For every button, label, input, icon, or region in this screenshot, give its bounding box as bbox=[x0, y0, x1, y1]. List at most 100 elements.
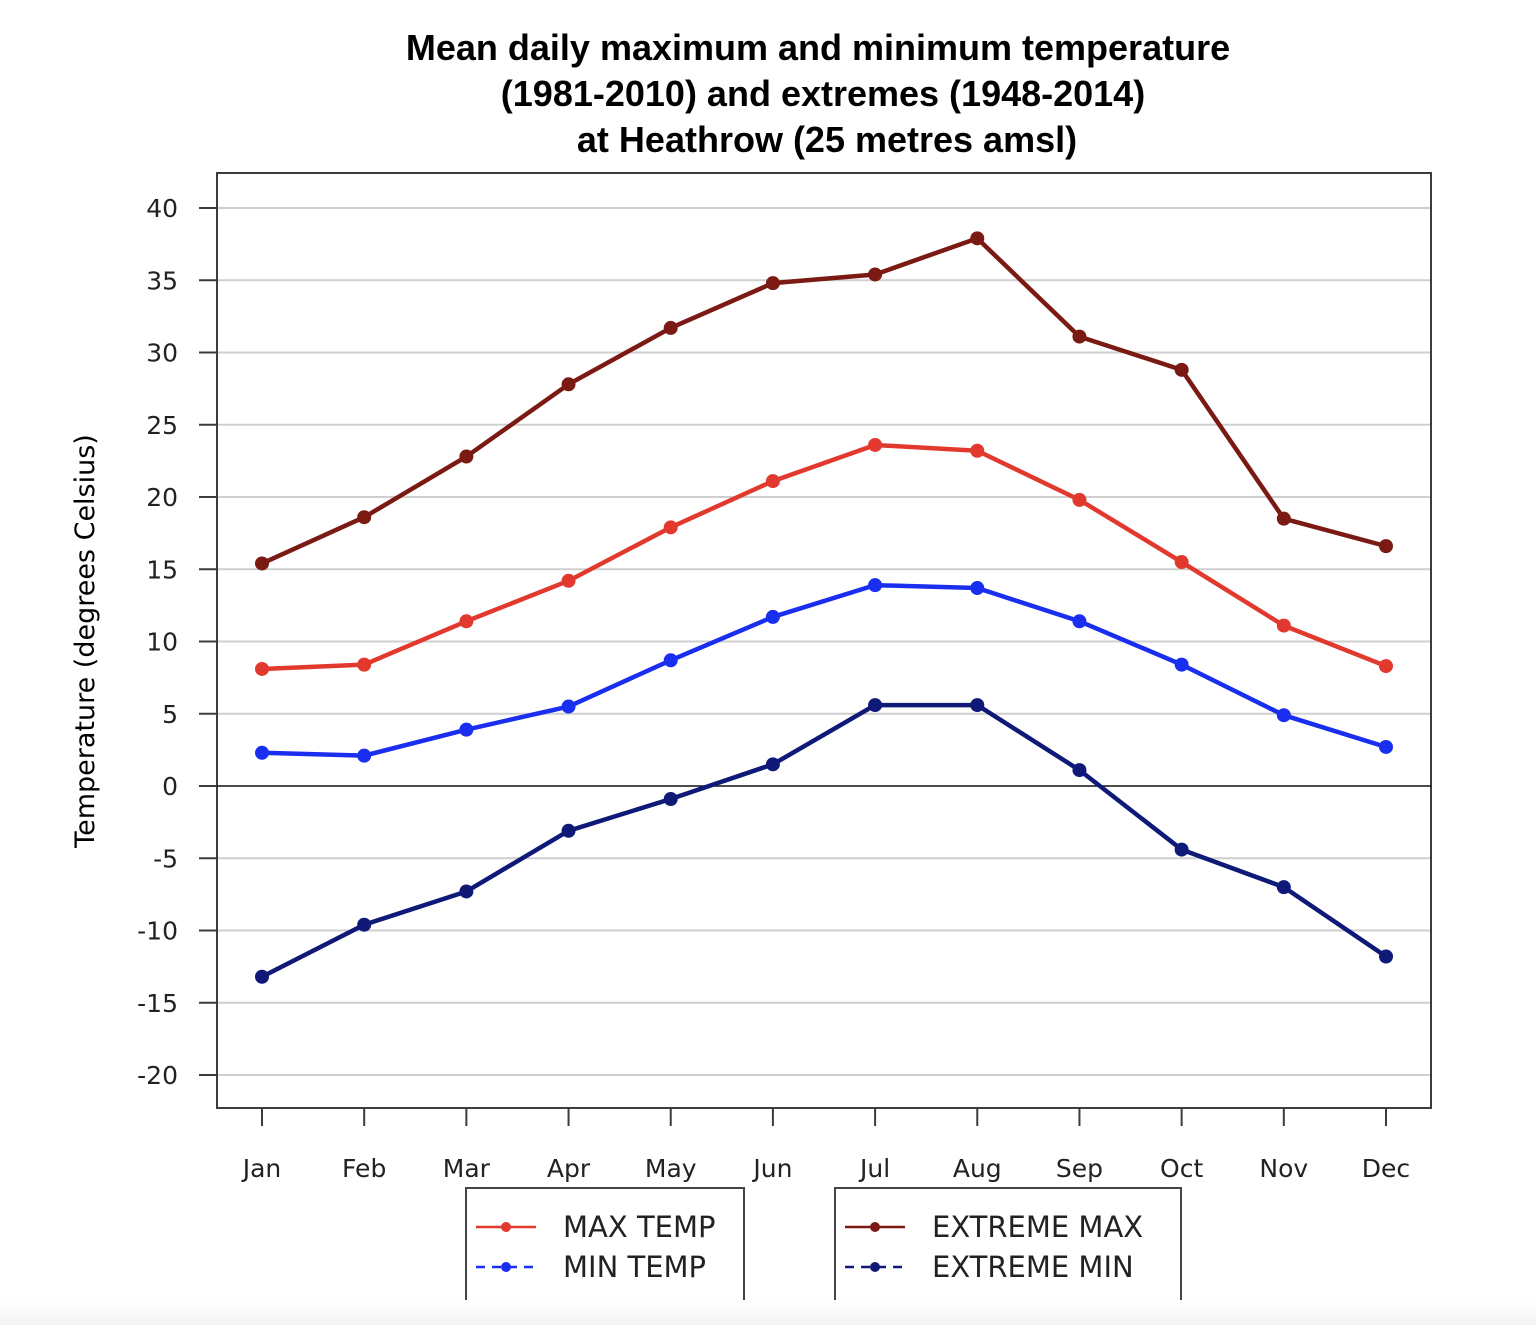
data-point-min-temp bbox=[868, 578, 883, 593]
data-point-extreme-max bbox=[1276, 511, 1291, 526]
x-tick-label: Oct bbox=[1160, 1154, 1203, 1183]
data-point-extreme-max bbox=[663, 320, 678, 335]
y-tick-label: -15 bbox=[137, 989, 178, 1018]
y-axis: 40 35 30 25 20 15 10 5 0 -5 -10 -15 -20 bbox=[137, 194, 217, 1090]
chart-title-block: Mean daily maximum and minimum temperatu… bbox=[406, 27, 1230, 160]
data-point-max-temp bbox=[459, 614, 474, 629]
data-point-extreme-min bbox=[1379, 949, 1393, 964]
data-point-extreme-min bbox=[663, 792, 678, 807]
data-point-min-temp bbox=[357, 748, 372, 763]
data-point-extreme-max bbox=[357, 510, 372, 525]
x-tick-label: Sep bbox=[1056, 1154, 1103, 1183]
x-tick-label: Mar bbox=[443, 1154, 491, 1183]
x-tick-label: Nov bbox=[1259, 1154, 1308, 1183]
series-layer bbox=[255, 231, 1393, 984]
data-point-min-temp bbox=[1379, 739, 1393, 754]
data-point-extreme-max bbox=[1174, 362, 1189, 377]
data-point-max-temp bbox=[255, 661, 269, 676]
data-point-max-temp bbox=[1072, 492, 1087, 507]
bottom-fade bbox=[0, 1300, 1536, 1325]
y-tick-label: 20 bbox=[146, 483, 178, 512]
data-point-min-temp bbox=[970, 581, 985, 596]
data-point-extreme-min bbox=[561, 823, 576, 838]
x-axis: Jan Feb Mar Apr May Jun Jul Aug Sep Oct Nov Dec bbox=[241, 1108, 1410, 1183]
x-tick-label: Jun bbox=[751, 1154, 792, 1183]
data-point-extreme-max bbox=[868, 267, 883, 282]
x-tick-label: Dec bbox=[1362, 1154, 1410, 1183]
data-point-max-temp bbox=[357, 657, 372, 672]
y-tick-label: -20 bbox=[137, 1061, 178, 1090]
y-tick-label: 5 bbox=[162, 700, 178, 729]
data-point-extreme-max bbox=[459, 449, 474, 464]
data-point-max-temp bbox=[1174, 555, 1189, 570]
x-tick-label: Jul bbox=[858, 1154, 890, 1183]
data-point-extreme-min bbox=[765, 757, 780, 772]
y-tick-label: -10 bbox=[137, 917, 178, 946]
data-point-extreme-max bbox=[1072, 329, 1087, 344]
legend-frame-left bbox=[465, 1187, 745, 1307]
legend-marker-extreme-max bbox=[870, 1222, 880, 1232]
x-tick-label: Jan bbox=[241, 1154, 282, 1183]
x-tick-label: Aug bbox=[953, 1154, 1002, 1183]
legend-marker-max-temp bbox=[501, 1222, 511, 1232]
data-point-extreme-max bbox=[970, 231, 985, 246]
chart-subtitle: (1981-2010) and extremes (1948-2014) bbox=[501, 73, 1145, 114]
data-point-extreme-min bbox=[868, 698, 883, 713]
data-point-extreme-min bbox=[459, 884, 474, 899]
chart-title: Mean daily maximum and minimum temperatu… bbox=[406, 27, 1230, 68]
data-point-min-temp bbox=[1072, 614, 1087, 629]
legend-marker-extreme-min bbox=[870, 1262, 880, 1272]
data-point-min-temp bbox=[1276, 708, 1291, 723]
legend-marker-min-temp bbox=[501, 1262, 511, 1272]
data-point-min-temp bbox=[663, 653, 678, 668]
series-line-min-temp bbox=[259, 582, 1389, 758]
legend-box-right: EXTREME MAX EXTREME MIN bbox=[834, 1187, 1182, 1307]
y-tick-label: -5 bbox=[153, 844, 178, 873]
y-tick-label: 25 bbox=[146, 411, 178, 440]
y-axis-label: Temperature (degrees Celsius) bbox=[70, 434, 101, 849]
y-tick-label: 15 bbox=[146, 555, 178, 584]
data-point-extreme-max bbox=[1379, 539, 1393, 554]
y-tick-label: 0 bbox=[162, 772, 178, 801]
series-line-max-temp bbox=[259, 442, 1389, 672]
y-tick-label: 30 bbox=[146, 339, 178, 368]
gridlines bbox=[217, 207, 1431, 1076]
y-tick-label: 35 bbox=[146, 266, 178, 295]
data-point-min-temp bbox=[459, 722, 474, 737]
data-point-extreme-max bbox=[255, 556, 269, 571]
data-point-max-temp bbox=[561, 573, 576, 588]
legend-label-min-temp: MIN TEMP bbox=[563, 1250, 706, 1284]
data-point-extreme-min bbox=[357, 917, 372, 932]
data-point-extreme-max bbox=[561, 377, 576, 392]
x-tick-label: May bbox=[645, 1154, 697, 1183]
data-point-max-temp bbox=[1379, 659, 1393, 674]
data-point-extreme-min bbox=[255, 969, 269, 984]
data-point-extreme-min bbox=[1276, 880, 1291, 895]
chart-location: at Heathrow (25 metres amsl) bbox=[577, 119, 1077, 160]
data-point-extreme-min bbox=[1174, 842, 1189, 857]
data-point-max-temp bbox=[765, 474, 780, 489]
series-min-temp bbox=[255, 578, 1393, 763]
data-point-extreme-min bbox=[970, 698, 985, 713]
y-tick-label: 40 bbox=[146, 194, 178, 223]
y-tick-label: 10 bbox=[146, 628, 178, 657]
legend-label-extreme-max: EXTREME MAX bbox=[932, 1210, 1143, 1244]
legend-box-left: MAX TEMP MIN TEMP bbox=[465, 1187, 745, 1307]
series-line-extreme-max bbox=[259, 236, 1389, 566]
data-point-min-temp bbox=[1174, 657, 1189, 672]
series-extreme-min bbox=[255, 698, 1393, 984]
x-tick-label: Feb bbox=[342, 1154, 386, 1183]
legend-frame-right bbox=[834, 1187, 1182, 1307]
data-point-extreme-min bbox=[1072, 763, 1087, 778]
x-tick-label: Apr bbox=[547, 1154, 591, 1183]
series-extreme-max bbox=[255, 231, 1393, 571]
data-point-extreme-max bbox=[765, 276, 780, 291]
data-point-max-temp bbox=[1276, 618, 1291, 633]
data-point-min-temp bbox=[765, 609, 780, 624]
legend-label-max-temp: MAX TEMP bbox=[563, 1210, 716, 1244]
series-line-extreme-min bbox=[259, 702, 1389, 979]
data-point-min-temp bbox=[561, 699, 576, 714]
data-point-max-temp bbox=[868, 437, 883, 452]
data-point-max-temp bbox=[663, 520, 678, 535]
